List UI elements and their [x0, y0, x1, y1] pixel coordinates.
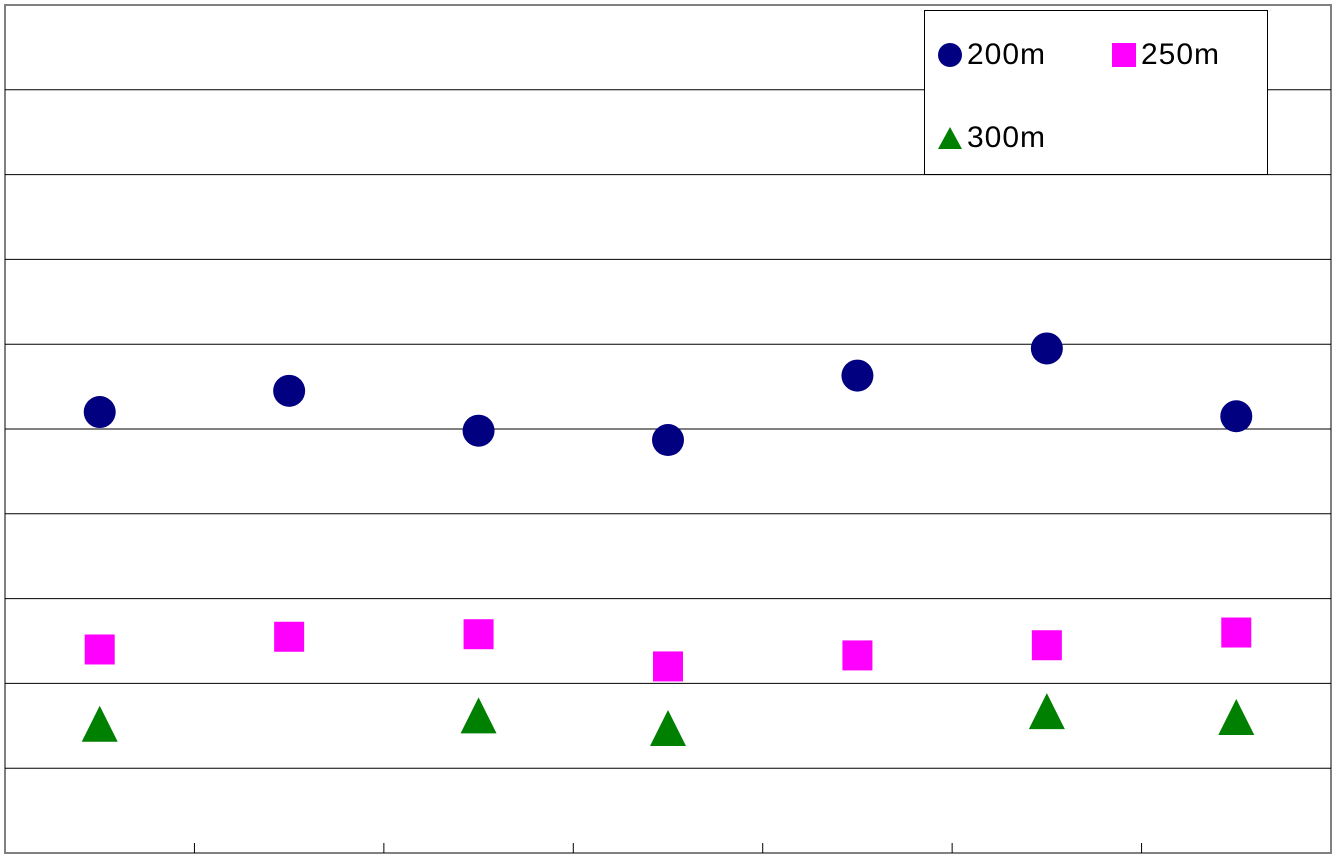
triangle-marker-icon — [938, 127, 962, 149]
point-250m-1 — [84, 634, 115, 665]
data-marks — [81, 332, 1255, 747]
circle-marker-icon — [938, 43, 962, 67]
legend-label-200m: 200m — [967, 38, 1047, 71]
point-250m-6 — [1031, 630, 1062, 661]
x-axis-ticks — [193, 843, 1143, 853]
point-200m-7 — [1220, 400, 1253, 433]
legend-label-300m: 300m — [967, 121, 1047, 154]
legend: 200m 250m 300m — [924, 10, 1268, 175]
point-250m-3 — [463, 619, 494, 650]
legend-item-300m: 300m — [937, 121, 1046, 155]
point-200m-5 — [841, 359, 874, 392]
legend-label-250m: 250m — [1141, 38, 1221, 71]
point-200m-2 — [273, 374, 306, 407]
point-200m-6 — [1030, 332, 1063, 365]
point-200m-1 — [83, 396, 116, 429]
point-250m-5 — [842, 640, 873, 671]
legend-item-250m: 250m — [1111, 38, 1220, 72]
point-300m-6 — [1028, 693, 1065, 730]
point-300m-7 — [1218, 699, 1255, 736]
point-300m-4 — [650, 710, 686, 747]
square-marker-icon — [1112, 43, 1136, 67]
legend-item-200m: 200m — [937, 38, 1046, 72]
point-200m-3 — [462, 414, 495, 447]
point-300m-3 — [460, 697, 497, 734]
point-200m-4 — [652, 424, 684, 457]
point-250m-4 — [653, 651, 683, 682]
point-250m-7 — [1221, 617, 1252, 648]
point-250m-2 — [274, 621, 305, 652]
point-300m-1 — [81, 705, 118, 742]
